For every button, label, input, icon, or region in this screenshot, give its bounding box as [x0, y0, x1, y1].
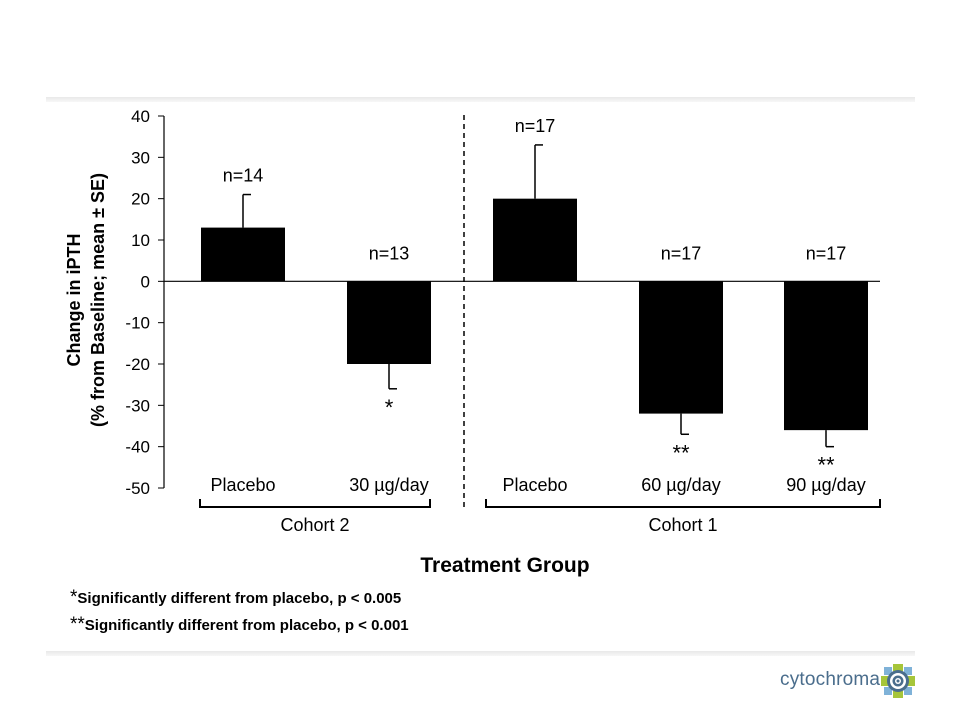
n-label: n=14 — [223, 166, 264, 186]
top-divider — [46, 97, 915, 102]
footnote-1-mark: * — [70, 587, 78, 608]
n-label: n=17 — [806, 243, 847, 263]
footnote-1-text: Significantly different from placebo, p … — [77, 590, 402, 607]
y-tick-label: -30 — [125, 396, 150, 415]
y-tick-label: 40 — [131, 107, 150, 126]
bar — [201, 227, 285, 282]
bar — [347, 281, 431, 364]
x-axis-title: Treatment Group — [420, 554, 589, 577]
bar — [639, 281, 723, 414]
y-tick-label: -20 — [125, 355, 150, 374]
category-label: Placebo — [502, 475, 567, 495]
y-tick-label: 0 — [141, 272, 150, 291]
footnote-2-mark: ** — [70, 614, 85, 635]
y-tick-label: 30 — [131, 148, 150, 167]
footnote-2: **Significantly different from placebo, … — [70, 614, 409, 636]
y-tick-label: -10 — [125, 314, 150, 333]
footnote-2-text: Significantly different from placebo, p … — [84, 617, 409, 634]
gear-target-icon — [881, 664, 915, 698]
n-label: n=17 — [515, 116, 556, 136]
significance-label: ** — [817, 453, 835, 478]
cohort-bracket — [199, 499, 431, 508]
y-axis-title-line2: (% from Baseline; mean ± SE) — [88, 173, 108, 427]
category-label: 90 µg/day — [786, 475, 865, 495]
bottom-divider — [46, 651, 915, 656]
footnote-1: *Significantly different from placebo, p… — [70, 587, 401, 609]
bar — [784, 281, 868, 431]
significance-label: * — [385, 395, 394, 420]
n-label: n=17 — [661, 243, 702, 263]
cohort-label: Cohort 1 — [648, 515, 717, 535]
y-axis-title-line1: Change in iPTH — [64, 233, 84, 366]
logo-text: cytochroma — [780, 669, 881, 690]
significance-label: ** — [672, 440, 690, 465]
category-label: 60 µg/day — [641, 475, 720, 495]
category-label: 30 µg/day — [349, 475, 428, 495]
bar — [493, 198, 577, 282]
y-tick-label: -40 — [125, 438, 150, 457]
y-tick-label: 10 — [131, 231, 150, 250]
n-label: n=13 — [369, 243, 410, 263]
y-tick-label: -50 — [125, 479, 150, 498]
y-tick-label: 20 — [131, 190, 150, 209]
cohort-label: Cohort 2 — [280, 515, 349, 535]
category-label: Placebo — [210, 475, 275, 495]
cohort-bracket — [485, 499, 881, 508]
